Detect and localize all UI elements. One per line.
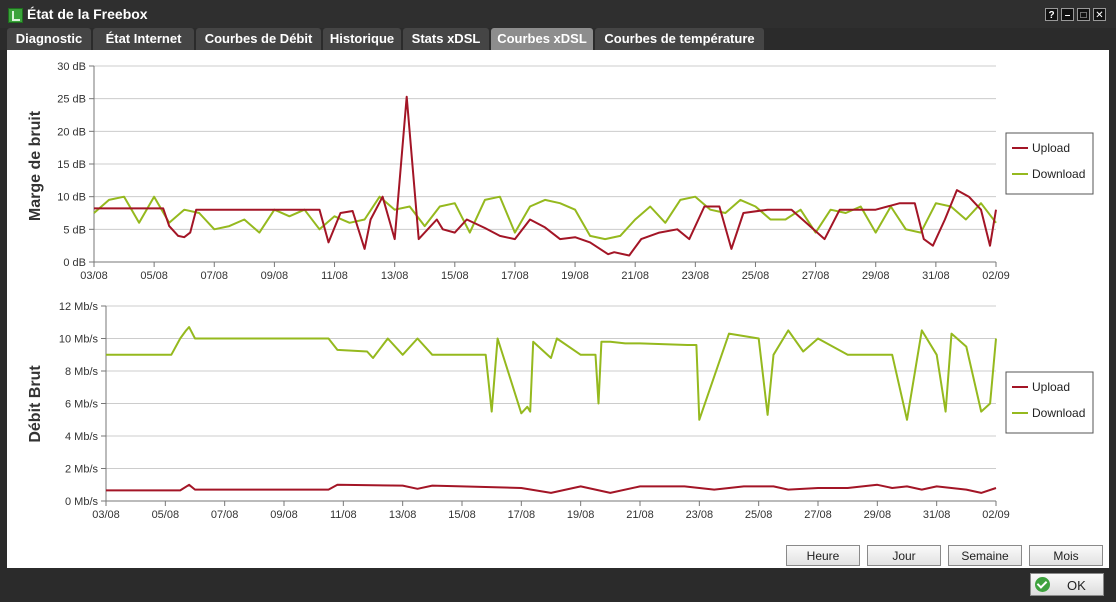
y-tick-label: 25 dB xyxy=(57,94,86,106)
tab-courbes-debit[interactable]: Courbes de Débit xyxy=(196,28,321,50)
xdsl-charts: 0 dB 5 dB 10 dB 15 dB 20 dB 25 dB 30 dB 03/08 05… xyxy=(27,61,1094,521)
x-tick-label: 23/08 xyxy=(682,270,710,282)
tab-diagnostic[interactable]: Diagnostic xyxy=(7,28,91,50)
x-tick-label: 13/08 xyxy=(389,509,417,521)
x-tick-label: 03/08 xyxy=(92,509,120,521)
range-heure-button[interactable]: Heure xyxy=(786,545,860,566)
x-tick-label: 07/08 xyxy=(201,270,229,282)
legend-label: Upload xyxy=(1032,380,1070,394)
window-title: État de la Freebox xyxy=(27,6,148,22)
x-tick-label: 17/08 xyxy=(501,270,529,282)
legend-label: Download xyxy=(1032,167,1085,181)
footer-bar xyxy=(0,568,1116,602)
range-jour-button[interactable]: Jour xyxy=(867,545,941,566)
range-mois-button[interactable]: Mois xyxy=(1029,545,1103,566)
x-tick-label: 19/08 xyxy=(567,509,595,521)
x-tick-label: 05/08 xyxy=(152,509,180,521)
y-tick-label: 10 Mb/s xyxy=(59,334,99,346)
series-line-download xyxy=(93,195,997,241)
x-tick-label: 11/08 xyxy=(321,270,348,282)
y-tick-label: 2 Mb/s xyxy=(65,464,99,476)
x-tick-label: 29/08 xyxy=(864,509,892,521)
maximize-button[interactable]: □ xyxy=(1077,8,1090,21)
ok-label: OK xyxy=(1067,578,1086,593)
x-tick-label: 27/08 xyxy=(804,509,832,521)
x-tick-label: 07/08 xyxy=(211,509,239,521)
y-tick-label: 0 Mb/s xyxy=(65,496,99,508)
legend-label: Upload xyxy=(1032,141,1070,155)
y-tick-label: 10 dB xyxy=(57,192,86,204)
series-line-upload xyxy=(106,483,997,494)
x-tick-label: 31/08 xyxy=(922,270,950,282)
x-tick-label: 25/08 xyxy=(745,509,773,521)
legend-label: Download xyxy=(1032,406,1085,420)
x-tick-label: 05/08 xyxy=(140,270,168,282)
y-tick-label: 8 Mb/s xyxy=(65,366,99,378)
x-tick-label: 25/08 xyxy=(742,270,770,282)
tab-courbes-xdsl[interactable]: Courbes xDSL xyxy=(491,28,593,50)
tab-courbes-temperature[interactable]: Courbes de température xyxy=(595,28,764,50)
help-button[interactable]: ? xyxy=(1045,8,1058,21)
ok-button[interactable]: OK xyxy=(1030,573,1104,596)
y-axis-label: Marge de bruit xyxy=(27,110,44,221)
y-tick-label: 5 dB xyxy=(63,224,86,236)
y-tick-label: 0 dB xyxy=(63,257,86,269)
x-tick-label: 31/08 xyxy=(923,509,951,521)
x-tick-label: 21/08 xyxy=(626,509,654,521)
close-button[interactable]: ✕ xyxy=(1093,8,1106,21)
x-tick-label: 09/08 xyxy=(261,270,289,282)
x-tick-label: 15/08 xyxy=(441,270,469,282)
x-tick-label: 19/08 xyxy=(561,270,589,282)
x-tick-label: 15/08 xyxy=(448,509,476,521)
x-tick-label: 23/08 xyxy=(686,509,714,521)
y-tick-label: 20 dB xyxy=(57,126,86,138)
charts-panel: 0 dB 5 dB 10 dB 15 dB 20 dB 25 dB 30 dB 03/08 05… xyxy=(7,50,1109,568)
title-bar: État de la Freebox ? – □ ✕ xyxy=(0,0,1116,28)
tab-stats-xdsl[interactable]: Stats xDSL xyxy=(403,28,489,50)
legend-box xyxy=(1005,371,1094,434)
series-line-download xyxy=(106,326,997,421)
x-tick-label: 09/08 xyxy=(270,509,298,521)
series-line-upload xyxy=(94,95,997,257)
x-tick-label: 02/09 xyxy=(982,509,1010,521)
x-tick-label: 27/08 xyxy=(802,270,830,282)
y-tick-label: 6 Mb/s xyxy=(65,399,99,411)
freebox-app-icon xyxy=(8,8,23,23)
x-tick-label: 29/08 xyxy=(862,270,890,282)
y-tick-label: 4 Mb/s xyxy=(65,431,99,443)
range-semaine-button[interactable]: Semaine xyxy=(948,545,1022,566)
x-tick-label: 13/08 xyxy=(381,270,409,282)
x-tick-label: 03/08 xyxy=(80,270,108,282)
x-tick-label: 11/08 xyxy=(330,509,357,521)
check-icon xyxy=(1035,577,1050,592)
y-tick-label: 30 dB xyxy=(57,61,86,73)
tab-historique[interactable]: Historique xyxy=(323,28,401,50)
x-tick-label: 02/09 xyxy=(982,270,1010,282)
tab-etat-internet[interactable]: État Internet xyxy=(93,28,194,50)
y-tick-label: 15 dB xyxy=(57,159,86,171)
minimize-button[interactable]: – xyxy=(1061,8,1074,21)
y-axis-label: Débit Brut xyxy=(27,365,44,443)
legend-box xyxy=(1005,132,1094,195)
x-tick-label: 21/08 xyxy=(621,270,649,282)
y-tick-label: 12 Mb/s xyxy=(59,301,99,313)
x-tick-label: 17/08 xyxy=(508,509,536,521)
